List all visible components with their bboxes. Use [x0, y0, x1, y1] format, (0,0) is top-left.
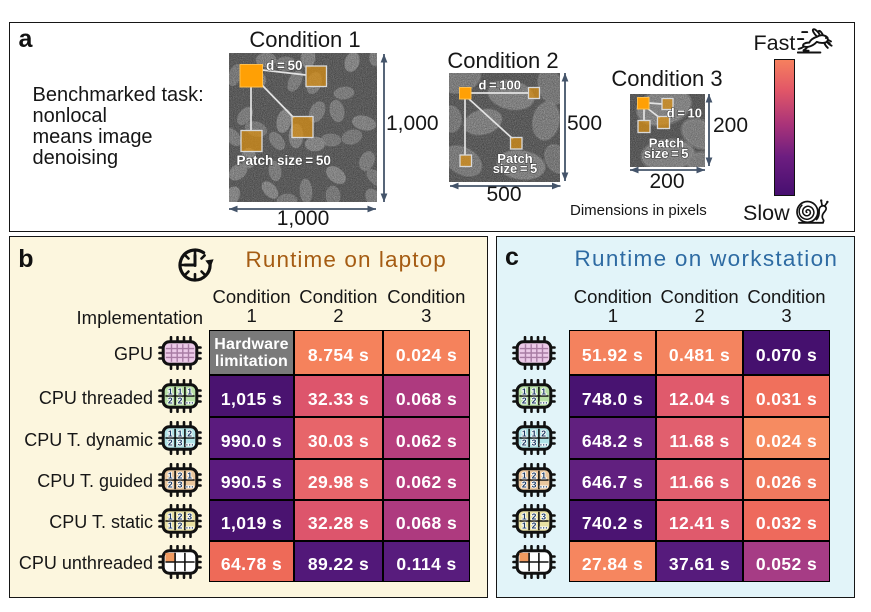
- svg-text:1: 1: [178, 387, 183, 397]
- svg-text:1: 1: [178, 429, 183, 439]
- svg-text:d = 10: d = 10: [666, 105, 701, 120]
- svg-text:d = 100: d = 100: [479, 77, 521, 92]
- svg-text:…: …: [185, 438, 194, 448]
- svg-text:size = 5: size = 5: [493, 161, 538, 176]
- svg-text:1: 1: [532, 429, 537, 439]
- svg-text:Patch: Patch: [648, 135, 683, 150]
- svg-text:3: 3: [178, 438, 183, 448]
- svg-text:2: 2: [178, 396, 183, 406]
- svg-text:1: 1: [522, 470, 527, 480]
- svg-text:Patch size = 50: Patch size = 50: [236, 153, 330, 168]
- svg-text:3: 3: [541, 511, 546, 521]
- svg-text:2: 2: [522, 479, 527, 489]
- svg-text:2: 2: [532, 511, 537, 521]
- svg-text:…: …: [185, 396, 194, 406]
- svg-text:2: 2: [178, 511, 183, 521]
- svg-text:2: 2: [168, 396, 173, 406]
- svg-text:Patch: Patch: [497, 151, 532, 166]
- svg-text:1: 1: [522, 429, 527, 439]
- svg-text:size = 5: size = 5: [643, 146, 688, 161]
- svg-text:2: 2: [168, 479, 173, 489]
- svg-text:1: 1: [522, 520, 527, 530]
- svg-text:3: 3: [178, 479, 183, 489]
- svg-text:2: 2: [178, 470, 183, 480]
- svg-text:2: 2: [541, 429, 546, 439]
- svg-text:1: 1: [532, 387, 537, 397]
- svg-text:…: …: [539, 396, 548, 406]
- svg-text:1: 1: [168, 470, 173, 480]
- svg-text:3: 3: [532, 438, 537, 448]
- svg-text:1: 1: [168, 387, 173, 397]
- svg-text:…: …: [539, 520, 548, 530]
- svg-text:1: 1: [168, 511, 173, 521]
- svg-text:1: 1: [168, 520, 173, 530]
- svg-text:…: …: [539, 479, 548, 489]
- svg-text:…: …: [539, 438, 548, 448]
- svg-text:1: 1: [168, 429, 173, 439]
- svg-text:3: 3: [532, 479, 537, 489]
- svg-text:1: 1: [541, 470, 546, 480]
- svg-text:3: 3: [187, 511, 192, 521]
- svg-text:…: …: [185, 479, 194, 489]
- svg-text:2: 2: [522, 438, 527, 448]
- svg-text:1: 1: [522, 511, 527, 521]
- svg-text:2: 2: [178, 520, 183, 530]
- svg-text:2: 2: [532, 520, 537, 530]
- svg-text:1: 1: [187, 387, 192, 397]
- svg-text:d = 50: d = 50: [266, 58, 303, 73]
- svg-text:2: 2: [187, 429, 192, 439]
- svg-text:1: 1: [187, 470, 192, 480]
- svg-text:2: 2: [532, 470, 537, 480]
- svg-text:1: 1: [541, 387, 546, 397]
- svg-text:2: 2: [168, 438, 173, 448]
- svg-text:2: 2: [532, 396, 537, 406]
- svg-text:2: 2: [522, 396, 527, 406]
- svg-text:1: 1: [522, 387, 527, 397]
- svg-text:…: …: [185, 520, 194, 530]
